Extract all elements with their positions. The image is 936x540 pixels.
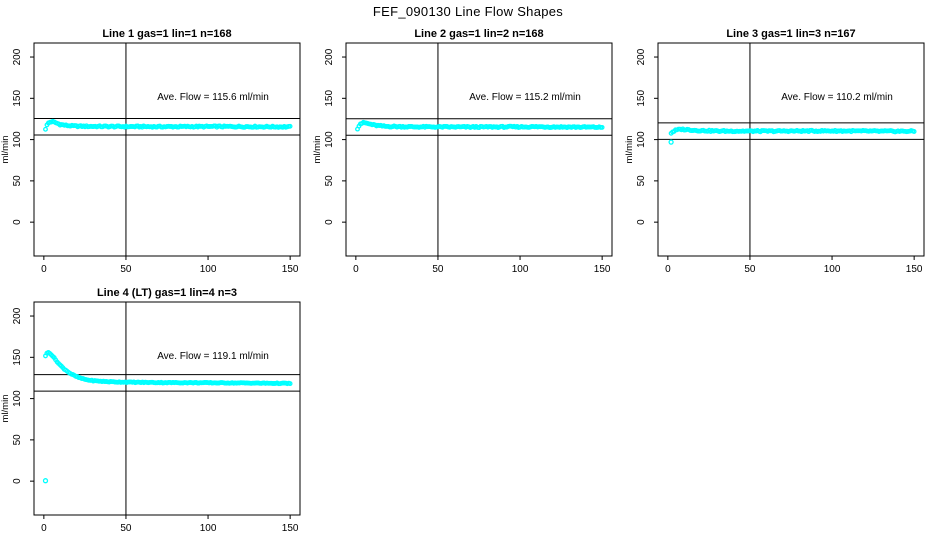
plot-border xyxy=(33,301,301,516)
panel-line-3: Line 3 gas=1 lin=3 n=167 Ave. Flow = 110… xyxy=(624,22,936,281)
svg-text:0: 0 xyxy=(324,219,335,225)
data-point xyxy=(287,123,293,129)
svg-text:150: 150 xyxy=(324,90,335,107)
panel-title: Line 1 gas=1 lin=1 n=168 xyxy=(102,28,231,40)
svg-text:150: 150 xyxy=(636,90,647,107)
x-axis: 0 50 100 150 xyxy=(665,256,923,275)
plot-border xyxy=(657,42,925,257)
svg-text:0: 0 xyxy=(636,219,647,225)
x-axis: 0 50 100 150 xyxy=(41,515,299,534)
svg-text:100: 100 xyxy=(12,390,23,407)
panel-line-1: Line 1 gas=1 lin=1 n=168 Ave. Flow = 115… xyxy=(0,22,312,281)
svg-text:50: 50 xyxy=(120,264,132,275)
svg-text:50: 50 xyxy=(12,175,23,187)
plot-border xyxy=(345,42,613,257)
data-point xyxy=(911,129,917,134)
svg-text:50: 50 xyxy=(324,175,335,187)
svg-text:50: 50 xyxy=(120,523,132,534)
svg-text:0: 0 xyxy=(12,478,23,484)
panel-title: Line 2 gas=1 lin=2 n=168 xyxy=(414,28,543,40)
reference-lines xyxy=(34,43,300,256)
x-axis: 0 50 100 150 xyxy=(353,256,611,275)
y-axis: 0 50 100 150 200 xyxy=(12,48,34,225)
plot-content: 0 50 100 150 0 50 100 150 200 xyxy=(12,301,301,534)
svg-text:0: 0 xyxy=(41,523,47,534)
data-series xyxy=(668,126,917,145)
outlier-point xyxy=(668,139,674,145)
panel-line-2-plot: Line 2 gas=1 lin=2 n=168 Ave. Flow = 115… xyxy=(312,28,613,275)
y-axis-label: ml/min xyxy=(312,136,323,164)
y-axis-label: ml/min xyxy=(624,136,635,164)
svg-text:100: 100 xyxy=(636,131,647,148)
svg-text:50: 50 xyxy=(12,434,23,446)
reference-lines xyxy=(34,302,300,515)
svg-text:0: 0 xyxy=(12,219,23,225)
svg-text:50: 50 xyxy=(432,264,444,275)
svg-text:200: 200 xyxy=(324,48,335,65)
svg-text:200: 200 xyxy=(12,48,23,65)
avg-flow-annotation: Ave. Flow = 110.2 ml/min xyxy=(781,92,893,103)
panel-title: Line 4 (LT) gas=1 lin=4 n=3 xyxy=(97,287,237,299)
svg-text:0: 0 xyxy=(353,264,359,275)
svg-text:150: 150 xyxy=(594,264,611,275)
x-axis: 0 50 100 150 xyxy=(41,256,299,275)
svg-text:100: 100 xyxy=(512,264,529,275)
y-axis-label: ml/min xyxy=(0,395,11,423)
data-series xyxy=(43,118,293,132)
y-axis-label: ml/min xyxy=(0,136,11,164)
svg-text:150: 150 xyxy=(282,523,299,534)
svg-text:100: 100 xyxy=(200,264,217,275)
svg-text:100: 100 xyxy=(324,131,335,148)
svg-text:150: 150 xyxy=(12,349,23,366)
svg-text:50: 50 xyxy=(636,175,647,187)
panel-title: Line 3 gas=1 lin=3 n=167 xyxy=(726,28,855,40)
data-point xyxy=(599,124,605,130)
data-point xyxy=(287,381,293,387)
plot-content: 0 50 100 150 0 50 100 150 200 xyxy=(636,42,925,275)
data-series xyxy=(42,350,293,484)
data-series xyxy=(355,119,605,132)
svg-text:150: 150 xyxy=(12,90,23,107)
y-axis: 0 50 100 150 200 xyxy=(636,48,658,225)
svg-text:100: 100 xyxy=(824,264,841,275)
plot-content: 0 50 100 150 0 50 100 150 200 xyxy=(12,42,301,275)
svg-text:0: 0 xyxy=(41,264,47,275)
svg-text:200: 200 xyxy=(12,307,23,324)
reference-lines xyxy=(346,43,612,256)
panel-line-4-plot: Line 4 (LT) gas=1 lin=4 n=3 Ave. Flow = … xyxy=(0,287,301,534)
plot-content: 0 50 100 150 0 50 100 150 200 xyxy=(324,42,613,275)
svg-text:150: 150 xyxy=(906,264,923,275)
panel-line-3-plot: Line 3 gas=1 lin=3 n=167 Ave. Flow = 110… xyxy=(624,28,925,275)
panel-line-1-plot: Line 1 gas=1 lin=1 n=168 Ave. Flow = 115… xyxy=(0,28,301,275)
panel-line-2: Line 2 gas=1 lin=2 n=168 Ave. Flow = 115… xyxy=(312,22,624,281)
svg-text:50: 50 xyxy=(744,264,756,275)
data-point xyxy=(43,126,48,132)
svg-text:100: 100 xyxy=(12,131,23,148)
plot-border xyxy=(33,42,301,257)
outlier-point xyxy=(42,478,49,484)
avg-flow-annotation: Ave. Flow = 115.2 ml/min xyxy=(469,92,581,103)
reference-lines xyxy=(658,43,924,256)
svg-text:0: 0 xyxy=(665,264,671,275)
figure-title: FEF_090130 Line Flow Shapes xyxy=(372,4,564,19)
panel-line-4: Line 4 (LT) gas=1 lin=4 n=3 Ave. Flow = … xyxy=(0,281,312,540)
svg-text:150: 150 xyxy=(282,264,299,275)
avg-flow-annotation: Ave. Flow = 119.1 ml/min xyxy=(157,351,269,362)
y-axis: 0 50 100 150 200 xyxy=(12,307,34,484)
avg-flow-annotation: Ave. Flow = 115.6 ml/min xyxy=(157,92,269,103)
svg-text:200: 200 xyxy=(636,48,647,65)
svg-text:100: 100 xyxy=(200,523,217,534)
y-axis: 0 50 100 150 200 xyxy=(324,48,346,225)
